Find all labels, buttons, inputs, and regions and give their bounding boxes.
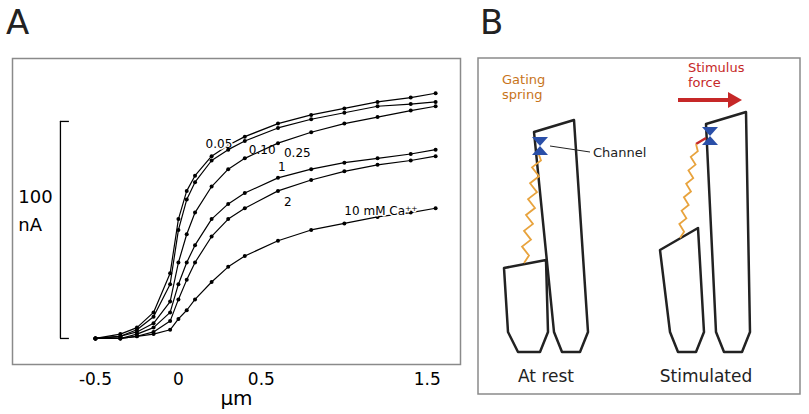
svg-text:µm: µm bbox=[220, 386, 252, 410]
svg-text:At rest: At rest bbox=[518, 366, 574, 386]
svg-text:spring: spring bbox=[502, 87, 542, 102]
svg-text:0.5: 0.5 bbox=[247, 368, 275, 389]
svg-text:0.05: 0.05 bbox=[206, 137, 233, 151]
svg-text:100: 100 bbox=[18, 186, 52, 207]
svg-text:Gating: Gating bbox=[502, 72, 545, 87]
svg-text:Stimulus: Stimulus bbox=[688, 60, 745, 75]
svg-text:0.10: 0.10 bbox=[248, 142, 276, 157]
svg-text:nA: nA bbox=[18, 214, 42, 235]
svg-text:Stimulated: Stimulated bbox=[660, 366, 753, 386]
html-text:B: B bbox=[480, 2, 504, 42]
html-text:A: A bbox=[6, 2, 30, 42]
svg-text:-0.5: -0.5 bbox=[79, 369, 112, 389]
svg-text:1: 1 bbox=[278, 160, 286, 174]
svg-text:1.5: 1.5 bbox=[414, 369, 441, 389]
svg-text:0: 0 bbox=[173, 369, 184, 389]
svg-text:force: force bbox=[688, 75, 721, 90]
svg-text:2: 2 bbox=[284, 195, 292, 209]
svg-text:0.25: 0.25 bbox=[284, 146, 311, 160]
svg-text:10 mM Ca⁺⁺: 10 mM Ca⁺⁺ bbox=[344, 204, 417, 218]
svg-text:Channel: Channel bbox=[593, 145, 646, 160]
